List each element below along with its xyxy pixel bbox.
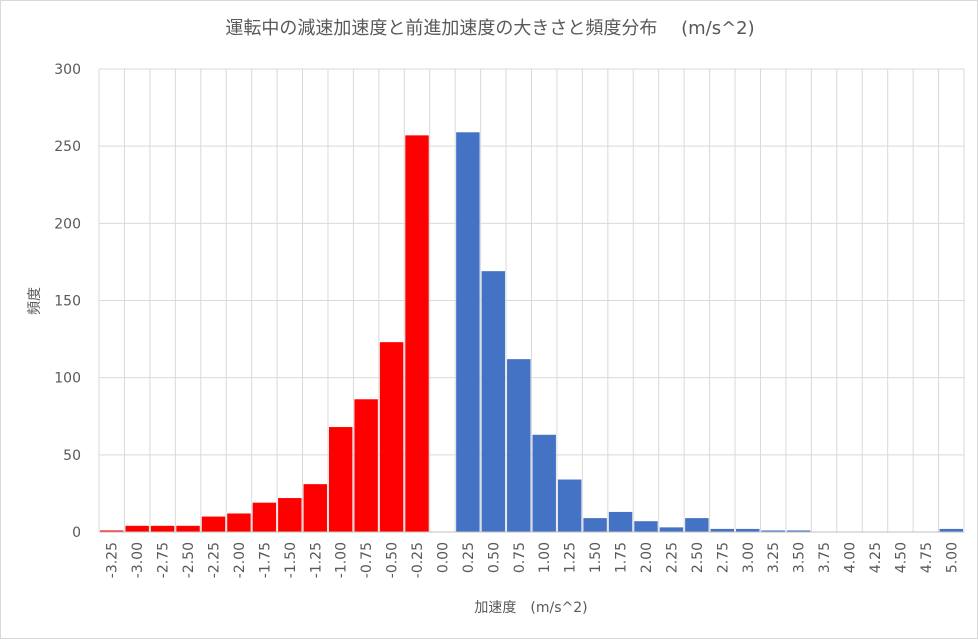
bar--0.25 xyxy=(405,135,429,532)
bar-3.50 xyxy=(786,530,811,532)
bar--1.50 xyxy=(278,498,302,532)
x-tick-label: 3.25 xyxy=(766,542,782,573)
x-tick-label: 0.75 xyxy=(512,542,528,573)
y-tick-label: 0 xyxy=(72,525,81,541)
x-tick-label: -2.75 xyxy=(156,542,172,578)
x-tick-label: -1.25 xyxy=(308,542,324,578)
x-tick-label: -2.50 xyxy=(181,542,197,578)
y-tick-label: 200 xyxy=(54,216,81,232)
x-tick-label: 0.25 xyxy=(461,542,477,573)
x-tick-label: 3.00 xyxy=(741,542,757,573)
x-tick-label: 0.50 xyxy=(486,542,502,573)
x-tick-label: -3.25 xyxy=(105,542,121,578)
x-tick-label: -1.00 xyxy=(334,542,350,578)
y-axis-label: 頻度 xyxy=(27,287,43,315)
bar--0.75 xyxy=(354,399,378,532)
gridlines xyxy=(98,68,965,533)
bar-1.00 xyxy=(532,434,556,532)
chart-title: 運転中の減速加速度と前進加速度の大きさと頻度分布 (m/s^2) xyxy=(225,18,754,39)
bar-0.75 xyxy=(507,359,531,532)
x-tick-label: 2.75 xyxy=(715,542,731,573)
y-axis-ticks: 0 50 100 150 200 250 300 xyxy=(54,62,81,541)
x-tick-label: -0.75 xyxy=(359,542,375,578)
x-tick-label: -2.00 xyxy=(232,542,248,578)
x-tick-label: 4.00 xyxy=(843,542,859,573)
x-tick-label: -2.25 xyxy=(206,542,222,578)
y-tick-label: 150 xyxy=(54,294,81,310)
bar--2.00 xyxy=(227,513,251,532)
x-tick-label: -0.50 xyxy=(385,542,401,578)
bar-2.00 xyxy=(634,521,658,532)
y-tick-label: 300 xyxy=(54,62,81,78)
x-tick-label: 2.00 xyxy=(639,542,655,573)
bar-3.25 xyxy=(761,530,785,532)
x-tick-label: 1.50 xyxy=(588,542,604,573)
y-tick-label: 100 xyxy=(54,371,81,387)
bar--1.00 xyxy=(328,427,353,532)
x-tick-label: 3.50 xyxy=(792,542,808,573)
bars xyxy=(100,132,963,532)
bar--0.50 xyxy=(379,342,404,532)
bar--2.75 xyxy=(150,525,175,532)
bar--1.75 xyxy=(252,502,277,532)
x-tick-label: -3.00 xyxy=(130,542,146,578)
x-tick-label: -1.75 xyxy=(257,542,273,578)
x-tick-label: -1.50 xyxy=(283,542,299,578)
bar--2.50 xyxy=(176,525,200,532)
bar-1.50 xyxy=(583,518,607,532)
x-tick-label: 3.75 xyxy=(817,542,833,573)
x-tick-label: -0.25 xyxy=(410,542,426,578)
bar--3.00 xyxy=(125,525,149,532)
x-tick-label: 1.25 xyxy=(563,542,579,573)
bar-5.00 xyxy=(939,528,963,532)
bar--1.25 xyxy=(303,484,327,532)
bar-0.50 xyxy=(481,271,506,532)
x-tick-label: 4.25 xyxy=(868,542,884,573)
bar-3.00 xyxy=(736,528,760,532)
bar--3.25 xyxy=(100,530,124,532)
bar-2.50 xyxy=(685,518,709,532)
x-tick-label: 2.50 xyxy=(690,542,706,573)
x-tick-label: 2.25 xyxy=(664,542,680,573)
x-tick-label: 4.75 xyxy=(919,542,935,573)
x-axis-label: 加速度 (m/s^2) xyxy=(474,600,587,616)
bar-1.75 xyxy=(608,511,633,532)
x-tick-label: 4.50 xyxy=(893,542,909,573)
x-tick-label: 1.00 xyxy=(537,542,553,573)
y-tick-label: 50 xyxy=(63,448,81,464)
bar-1.25 xyxy=(557,479,582,532)
x-tick-label: 0.00 xyxy=(435,542,451,573)
bar-0.25 xyxy=(456,132,480,532)
y-tick-label: 250 xyxy=(54,139,81,155)
x-tick-label: 1.75 xyxy=(614,542,630,573)
x-axis-ticks: -3.25 -3.00 -2.75 -2.50 -2.25 -2.00 -1.75 -1.50… xyxy=(105,542,961,578)
bar--2.25 xyxy=(201,516,226,532)
bar-2.75 xyxy=(710,528,735,532)
bar-2.25 xyxy=(659,527,684,532)
x-tick-label: 5.00 xyxy=(944,542,960,573)
